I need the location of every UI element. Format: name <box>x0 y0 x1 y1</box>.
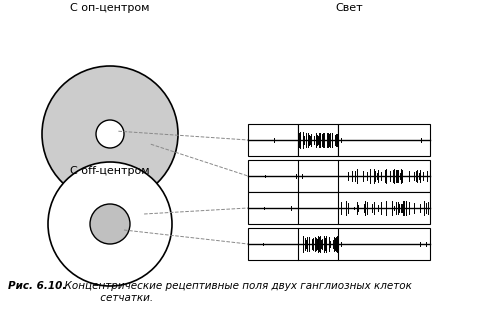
Bar <box>248 160 298 192</box>
Bar <box>338 228 430 260</box>
Circle shape <box>96 120 124 148</box>
Bar <box>338 124 430 156</box>
Bar <box>248 228 298 260</box>
Text: Рис. 6.10.: Рис. 6.10. <box>8 281 66 291</box>
Bar <box>248 192 298 224</box>
Bar <box>338 192 430 224</box>
Bar <box>248 124 298 156</box>
Text: Концентрические рецептивные поля двух ганглиозных клеток
             сетчатки.: Концентрические рецептивные поля двух га… <box>58 281 412 303</box>
Text: off: off <box>378 126 390 136</box>
Text: Свет: Свет <box>335 3 363 13</box>
Text: off: off <box>267 126 279 136</box>
Text: С оп-центром: С оп-центром <box>70 3 150 13</box>
Bar <box>338 160 430 192</box>
Text: С off-центром: С off-центром <box>70 166 150 176</box>
Circle shape <box>42 66 178 202</box>
Bar <box>298 124 338 156</box>
Circle shape <box>90 204 130 244</box>
Circle shape <box>48 162 172 286</box>
Text: on: on <box>312 126 324 136</box>
